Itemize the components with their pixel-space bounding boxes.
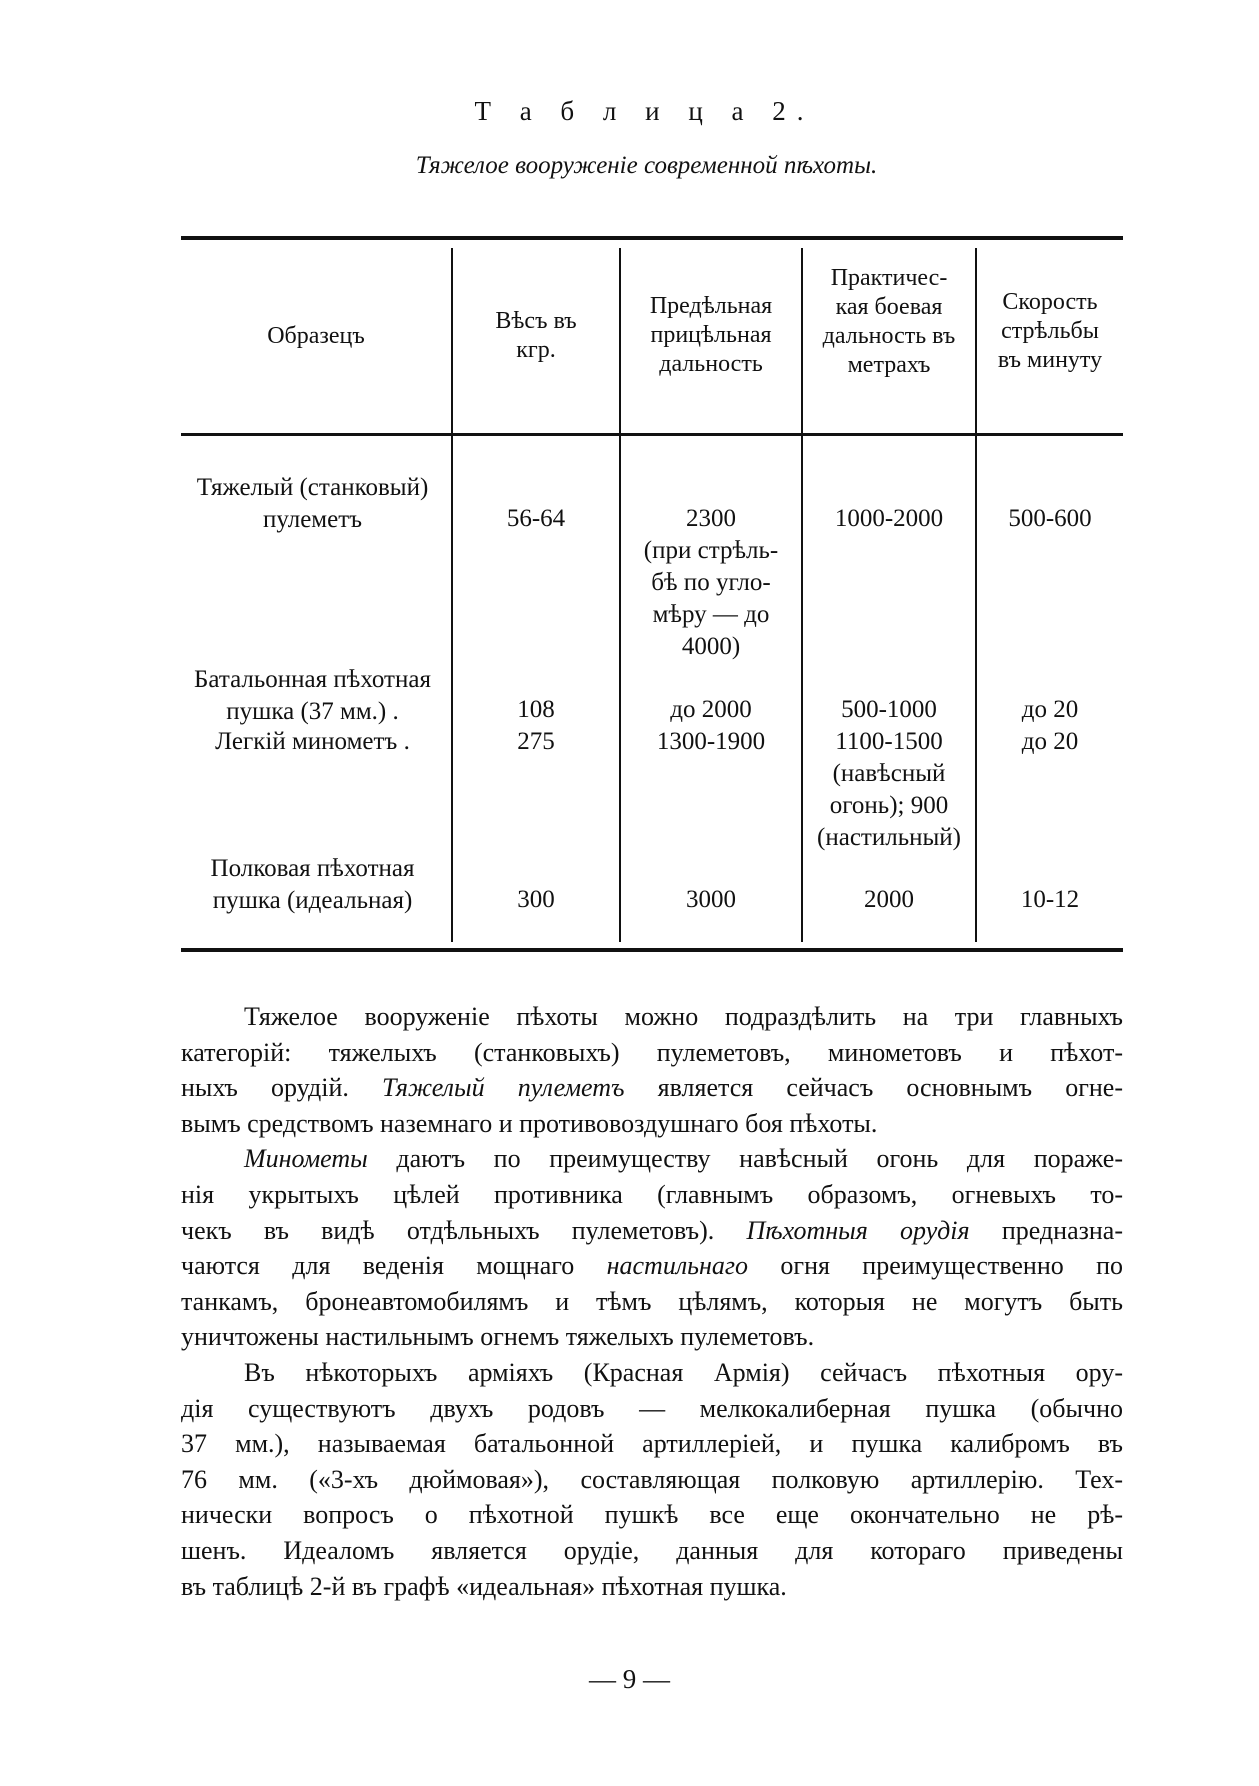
table-label: Т а б л и ц а 2. [474,96,815,126]
text-run: Тяжелое вооруженіе пѣхоты можно подраздѣ… [244,1002,1123,1031]
header-weight: Вѣсъ въ кгр. [495,308,577,363]
row-1-rate: 500-600 [1008,505,1092,532]
italic-term: Пѣхотныя орудія [746,1215,970,1245]
text-run: Въ нѣкоторыхъ арміяхъ (Красная Армія) се… [244,1358,1123,1387]
italic-term: настильнаго [606,1251,749,1281]
row-1-model: Тяжелый (станковый) пулеметъ [196,474,429,533]
text-line: танкамъ, бронеавтомобилямъ и тѣмъ цѣлямъ… [181,1287,1123,1317]
header-combat-range: Практичес- кая боевая дальность въ метра… [822,265,956,378]
text-line: въ таблицѣ 2-й въ графѣ «идеальная» пѣхо… [181,1572,1123,1602]
text-run: категорій: тяжелыхъ (станковыхъ) пулемет… [181,1037,1123,1067]
text-run: нія укрытыхъ цѣлей противника (главнымъ … [181,1180,1123,1209]
table-top-rule [181,236,1123,240]
text-run: 37 мм.), называемая батальонной артиллер… [181,1429,1123,1459]
text-run: чекъ въ видѣ отдѣльныхъ пулеметовъ). [181,1215,747,1245]
text-line: уничтожены настильнымъ огнемъ тяжелыхъ п… [181,1322,1123,1352]
text-line: нія укрытыхъ цѣлей противника (главнымъ … [181,1180,1123,1210]
text-run: 76 мм. («3-хъ дюймовая»), составляющая п… [181,1464,1123,1494]
text-run: является сейчасъ основнымъ огне- [624,1073,1123,1103]
text-line: чекъ въ видѣ отдѣльныхъ пулеметовъ). Пѣх… [181,1216,1123,1246]
text-run: дія существуютъ двухъ родовъ — мелкокали… [181,1393,1123,1423]
header-max-range: Предѣльная прицѣльная дальность [649,293,773,377]
row-4-model: Полковая пѣхотная пушка (идеальная) [210,855,415,914]
text-line: вымъ средствомъ наземнаго и противовозду… [181,1109,1123,1139]
text-run: даютъ по преимуществу навѣсный огонь для… [367,1144,1123,1174]
table-caption: Тяжелое вооруженіе современной пѣхоты. [415,152,878,179]
text-run: чаются для веденія мощнаго [181,1251,607,1281]
row-3-max-range: 1300-1900 [656,728,766,755]
row-2-rate: до 20 [1021,696,1079,723]
row-2-model: Батальонная пѣхотная пушка (37 мм.) . [194,666,431,725]
row-4-max-range: 3000 [686,886,736,913]
row-3-model: Легкій минометъ . [215,728,410,755]
row-1-weight: 56-64 [506,505,566,532]
italic-term: Тяжелый пулеметъ [382,1073,625,1103]
text-line: категорій: тяжелыхъ (станковыхъ) пулемет… [181,1038,1123,1068]
row-4-weight: 300 [517,886,555,913]
header-rate: Скорость стрѣльбы въ минуту [997,289,1103,373]
row-4-rate: 10-12 [1020,886,1080,913]
row-3-combat-range: 1100-1500 (навѣсный огонь); 900 (настиль… [817,728,961,851]
text-run: нически вопросъ о пѣхотной пушкѣ все еще… [181,1500,1123,1530]
text-line: нически вопросъ о пѣхотной пушкѣ все еще… [181,1500,1123,1530]
text-line: Минометы даютъ по преимуществу навѣсный … [244,1144,1123,1174]
text-line: ныхъ орудій. Тяжелый пулеметъ является с… [181,1073,1123,1103]
text-run: шенъ. Идеаломъ является орудіе, данныя д… [181,1536,1123,1565]
text-line: чаются для веденія мощнаго настильнаго о… [181,1251,1123,1281]
page-number: — 9 — [589,1664,670,1694]
text-line: Тяжелое вооруженіе пѣхоты можно подраздѣ… [244,1002,1123,1032]
table-bottom-rule [181,948,1123,952]
row-1-max-range: 2300 (при стрѣль- бѣ по угло- мѣру — до … [643,505,779,660]
text-line: дія существуютъ двухъ родовъ — мелкокали… [181,1394,1123,1424]
column-divider [619,248,621,942]
text-run: ныхъ орудій. [181,1073,382,1103]
text-line: 76 мм. («3-хъ дюймовая»), составляющая п… [181,1465,1123,1495]
text-run: уничтожены настильнымъ огнемъ тяжелыхъ п… [181,1322,815,1352]
column-divider [451,248,453,942]
row-2-max-range: до 2000 [670,696,752,723]
row-2-weight: 108 [517,696,555,723]
row-4-combat-range: 2000 [864,886,914,913]
column-divider [801,248,803,942]
column-divider [975,248,977,942]
table-header-rule [181,433,1123,436]
text-run: танкамъ, бронеавтомобилямъ и тѣмъ цѣлямъ… [181,1286,1123,1316]
text-line: Въ нѣкоторыхъ арміяхъ (Красная Армія) се… [244,1358,1123,1388]
italic-term: Минометы [244,1144,368,1174]
row-3-rate: до 20 [1021,728,1079,755]
text-run: предназна- [969,1215,1123,1245]
text-line: 37 мм.), называемая батальонной артиллер… [181,1429,1123,1459]
row-2-combat-range: 500-1000 [841,696,937,723]
text-run: въ таблицѣ 2-й въ графѣ «идеальная» пѣхо… [181,1571,787,1601]
text-line: шенъ. Идеаломъ является орудіе, данныя д… [181,1536,1123,1566]
row-3-weight: 275 [517,728,555,755]
row-1-combat-range: 1000-2000 [834,505,944,532]
header-model: Образецъ [267,323,365,349]
text-run: огня преимущественно по [748,1251,1123,1281]
text-run: вымъ средствомъ наземнаго и противовозду… [181,1108,878,1138]
